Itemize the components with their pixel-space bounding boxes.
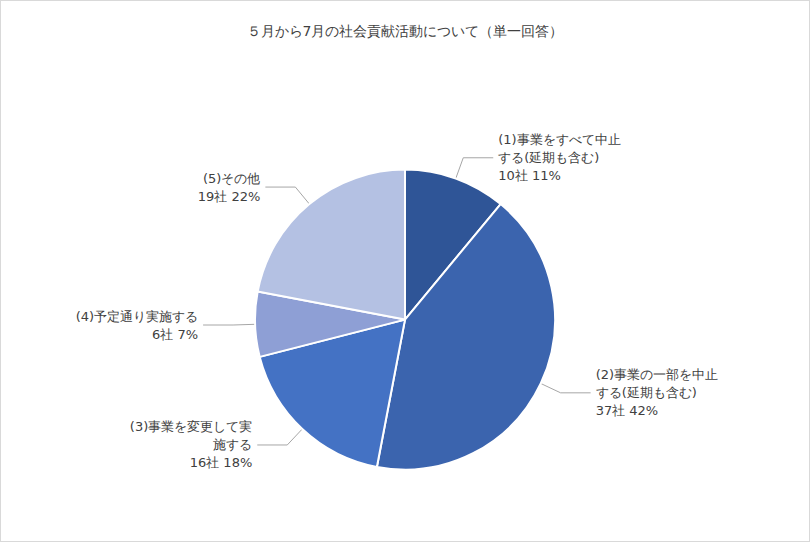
svg-text:10社 11%: 10社 11% [498,168,561,183]
svg-text:(4)予定通り実施する: (4)予定通り実施する [76,309,198,324]
svg-text:５月から7月の社会貢献活動について（単一回答）: ５月から7月の社会貢献活動について（単一回答） [247,23,564,39]
svg-text:6社 7%: 6社 7% [152,327,198,342]
svg-text:(5)その他: (5)その他 [203,171,260,186]
svg-text:(1)事業をすべて中止: (1)事業をすべて中止 [498,132,620,147]
svg-text:施する: 施する [213,437,252,452]
svg-text:する(延期も含む): する(延期も含む) [498,150,599,165]
svg-text:(3)事業を変更して実: (3)事業を変更して実 [130,419,252,434]
svg-text:(2)事業の一部を中止: (2)事業の一部を中止 [596,367,718,382]
svg-text:する(延期も含む): する(延期も含む) [596,385,697,400]
svg-text:19社 22%: 19社 22% [198,189,261,204]
svg-text:16社 18%: 16社 18% [190,455,253,470]
svg-text:37社 42%: 37社 42% [596,403,659,418]
